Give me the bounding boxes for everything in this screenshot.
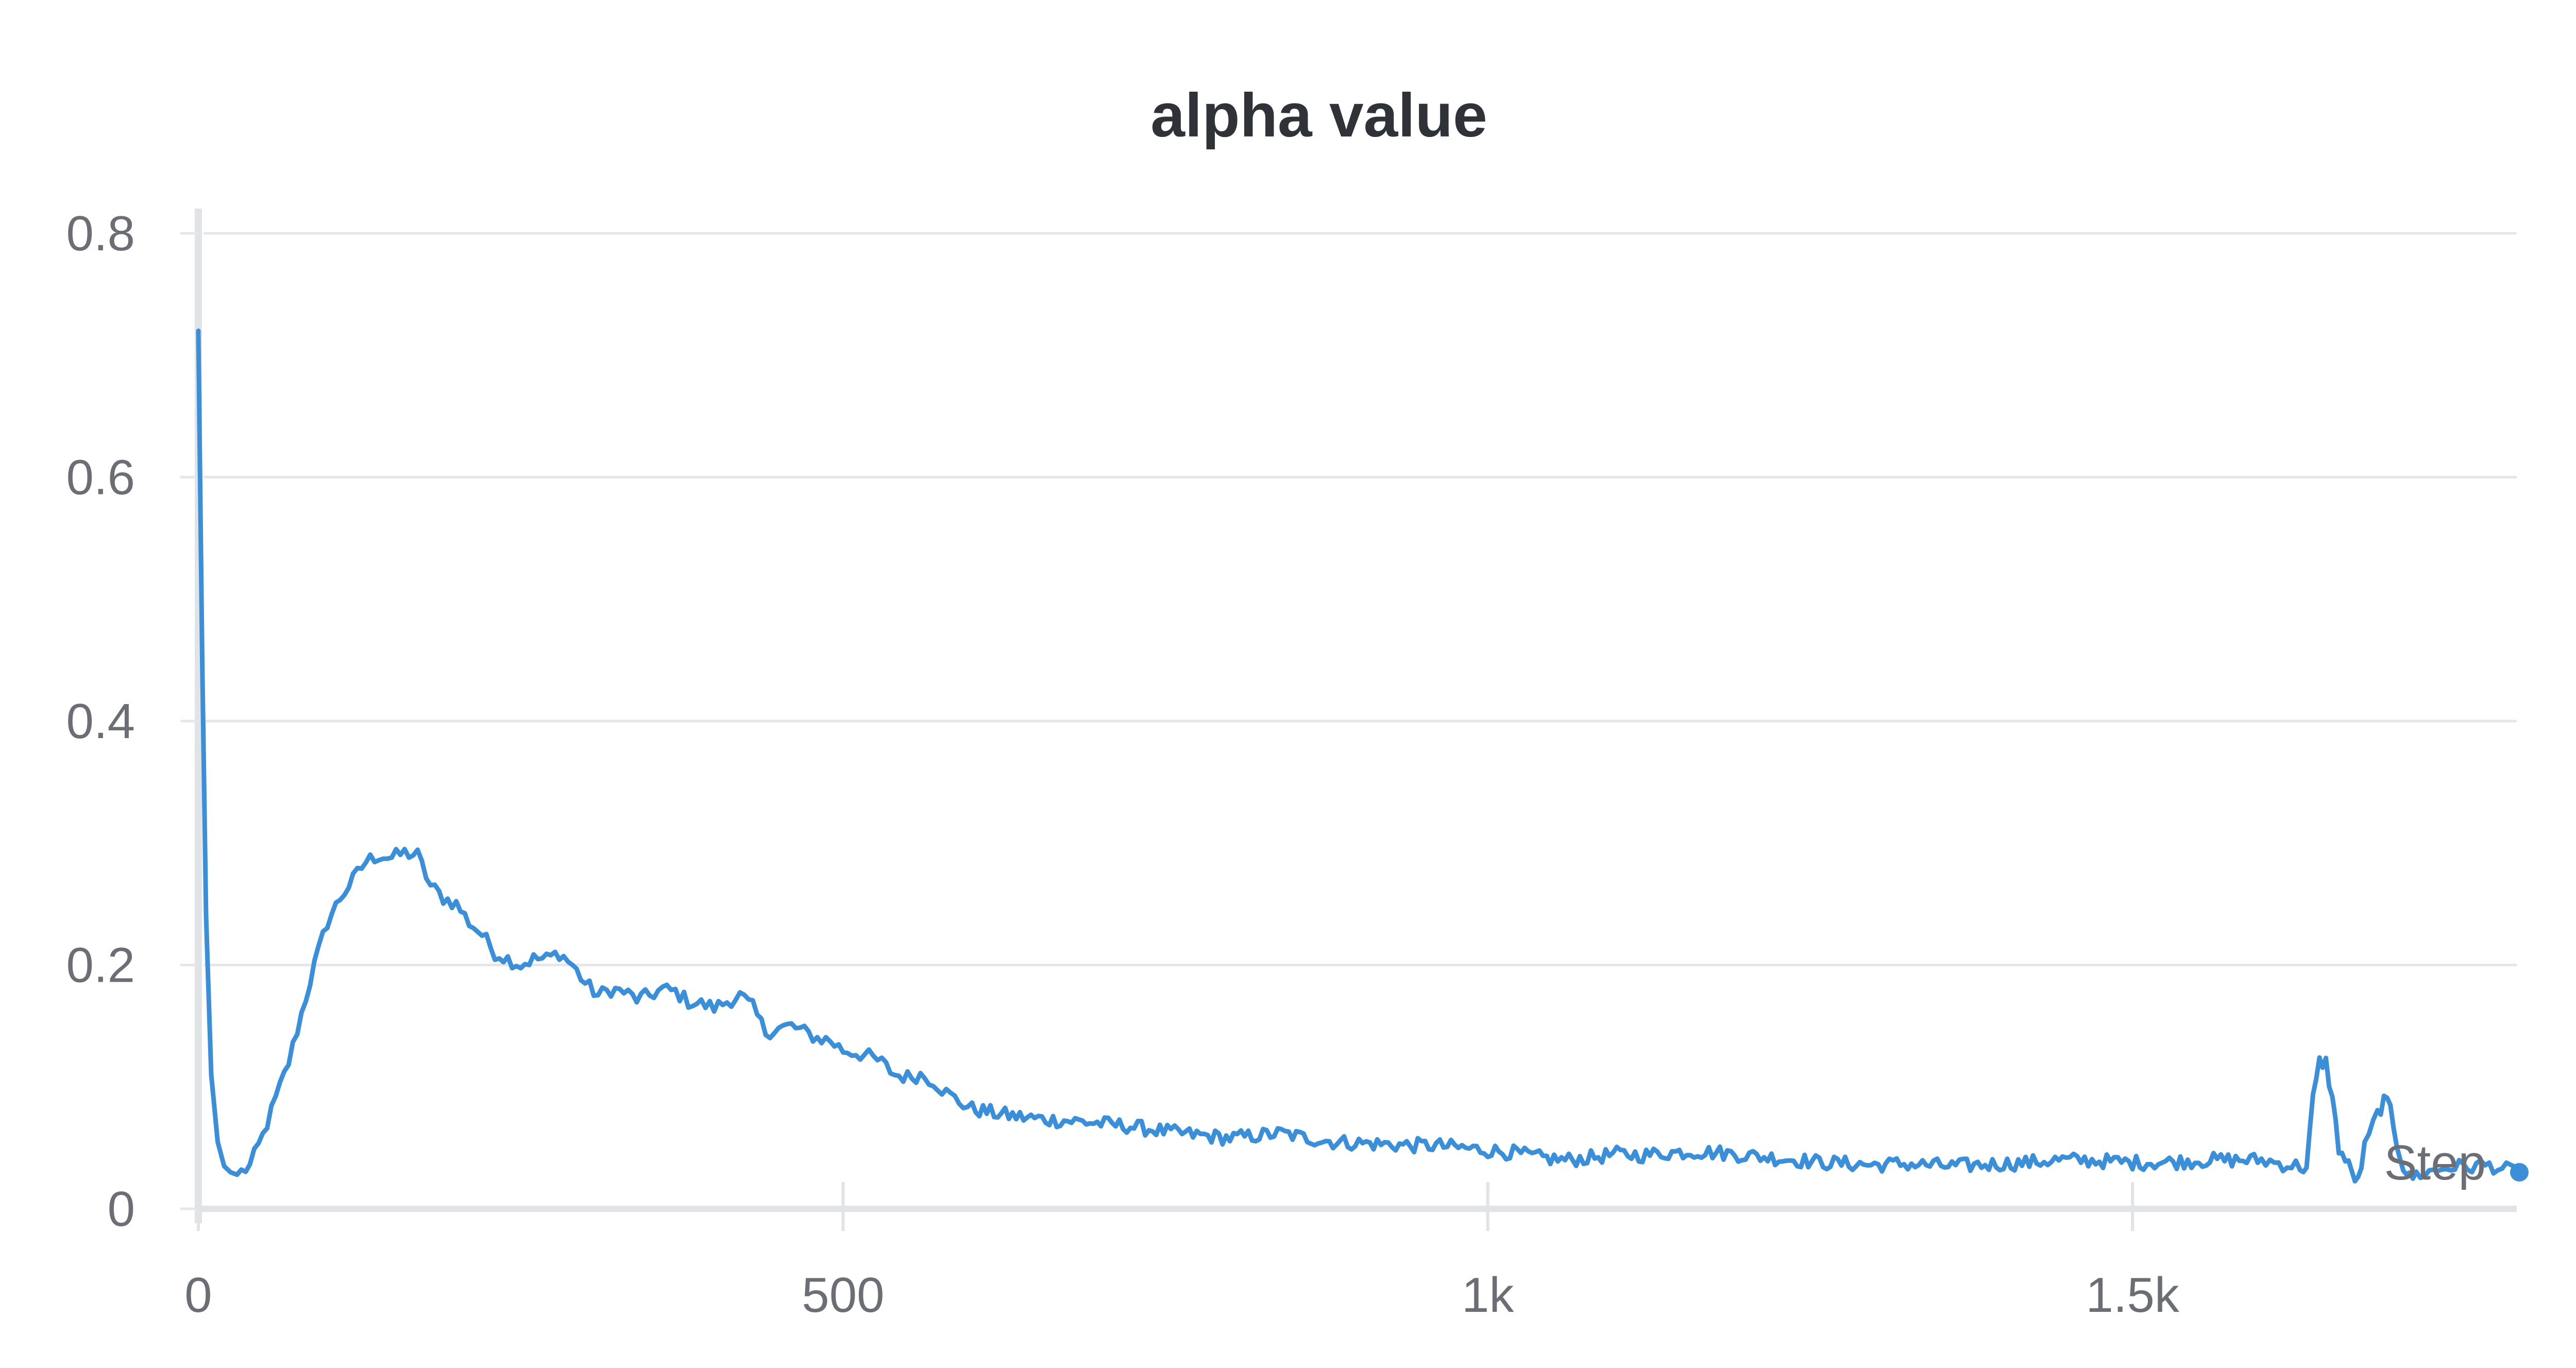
y-tick-label: 0.4 — [66, 694, 135, 749]
series-layer — [196, 328, 2529, 1184]
x-tick-label: 1.5k — [2086, 1268, 2179, 1323]
y-tick-label: 0.8 — [66, 206, 135, 261]
x-tick-label: 0 — [184, 1268, 212, 1323]
grid-lines — [204, 232, 2517, 966]
x-tick-label: 500 — [802, 1268, 884, 1323]
x-tick-label: 1k — [1462, 1268, 1514, 1323]
x-axis-title: Step — [2384, 1135, 2486, 1190]
x-axis-ticks: 0 500 1k 1.5k — [184, 1182, 2180, 1323]
series-line — [196, 328, 2522, 1184]
axes — [195, 209, 2517, 1223]
y-tick-label: 0.6 — [66, 450, 135, 505]
y-tick-label: 0 — [108, 1182, 135, 1237]
chart-title: alpha value — [1150, 81, 1487, 150]
y-axis-ticks: 0 0.2 0.4 0.6 0.8 — [66, 206, 198, 1237]
series-end-point — [2510, 1162, 2529, 1182]
y-tick-label: 0.2 — [66, 938, 135, 993]
